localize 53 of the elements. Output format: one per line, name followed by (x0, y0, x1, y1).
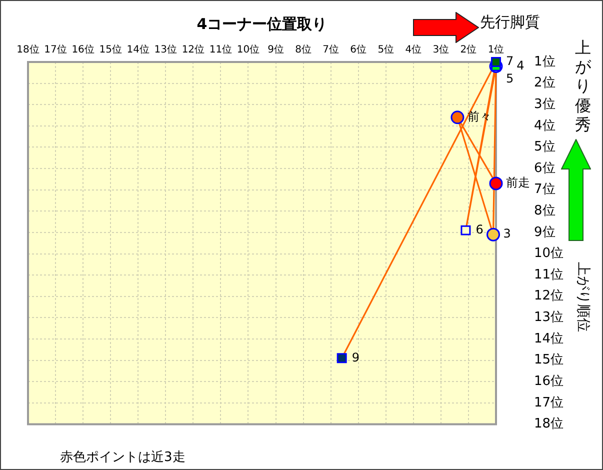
y-tick-label: 12位 (534, 288, 564, 304)
y-tick-label: 7位 (534, 182, 556, 198)
y-axis-title: 上がり順位 (574, 262, 592, 332)
text: 先行脚質 (480, 13, 540, 31)
y-tick-label: 3位 (534, 96, 556, 112)
x-tick-label: 18位 (16, 44, 40, 56)
x-tick-label: 5位 (378, 44, 394, 56)
y-tick-label: 6位 (534, 160, 556, 176)
x-axis-title: 4コーナー位置取り (196, 14, 328, 33)
x-tick-label: 6位 (350, 44, 367, 56)
y-tick-label: 1位 (534, 54, 556, 70)
annotation: 5 (506, 71, 514, 86)
y-tick-label: 13位 (534, 310, 564, 326)
text: 赤色ポイントは近3走 (60, 450, 186, 466)
y-tick-label: 11位 (534, 267, 564, 282)
text: 上がり優秀 (575, 38, 591, 134)
y-tick-label: 4位 (534, 118, 556, 134)
y-tick-label: 18位 (534, 416, 564, 432)
y-tick-label: 9位 (534, 224, 556, 240)
x-tick-label: 7位 (322, 44, 340, 56)
point (491, 57, 501, 67)
y-tick-label: 17位 (534, 395, 564, 410)
x-tick-label: 9位 (268, 44, 284, 56)
y-tick-label: 8位 (534, 204, 556, 219)
y-tick-label: 2位 (534, 76, 556, 91)
x-tick-label: 16位 (72, 44, 94, 56)
point (486, 228, 500, 242)
x-tick-label: 3位 (432, 44, 450, 56)
annotation: 前走 (506, 176, 530, 190)
x-tick-label: 4位 (405, 44, 422, 56)
x-tick-label: 1位 (488, 44, 504, 56)
y-tick-label: 5位 (534, 140, 556, 155)
x-tick-label: 17位 (44, 44, 67, 56)
y-tick-label: 14位 (534, 331, 564, 346)
x-tick-label: 8位 (295, 44, 312, 56)
y-tick-label: 10位 (534, 246, 564, 262)
annotation: 7 (506, 54, 514, 68)
point (336, 353, 347, 364)
annotation: 9 (352, 350, 360, 364)
point (489, 176, 503, 190)
x-tick-label: 13位 (154, 44, 178, 56)
x-tick-label: 2位 (460, 44, 477, 56)
y-tick-label: 16位 (534, 374, 564, 389)
x-tick-label: 15位 (99, 44, 122, 56)
annotation: 4 (516, 58, 524, 72)
x-tick-label: 14位 (126, 44, 150, 56)
x-tick-label: 12位 (182, 44, 205, 56)
x-tick-label: 10位 (236, 44, 260, 56)
y-tick-label: 15位 (534, 352, 564, 368)
annotation: 3 (503, 226, 511, 241)
x-tick-label: 11位 (209, 44, 232, 56)
annotation: 6 (476, 222, 484, 236)
point (450, 110, 464, 124)
